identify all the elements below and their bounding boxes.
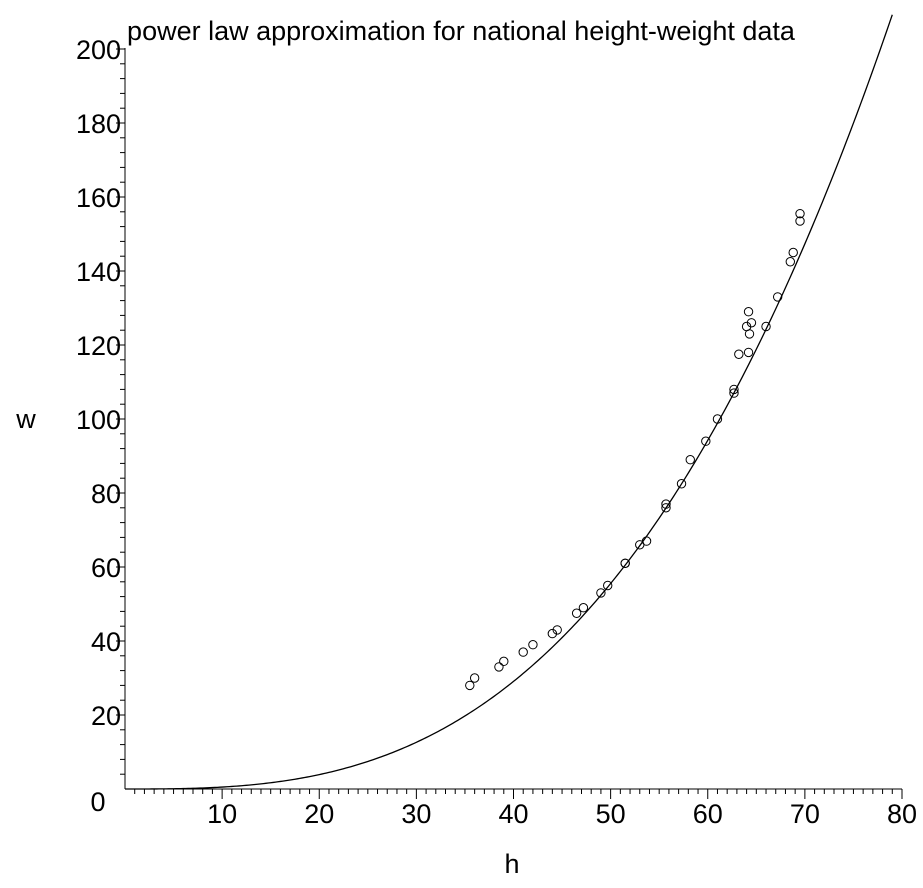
data-point <box>641 536 652 546</box>
x-tick-label: 30 <box>401 799 431 829</box>
data-point <box>729 388 739 398</box>
data-point <box>552 625 562 635</box>
data-point <box>788 247 798 258</box>
data-point <box>676 479 687 489</box>
data-point <box>795 208 805 219</box>
origin-label: 0 <box>90 787 105 817</box>
data-point <box>729 384 739 395</box>
x-tick-label: 80 <box>887 799 917 829</box>
data-point <box>499 656 509 667</box>
axis-ticks <box>116 48 903 799</box>
data-point <box>734 349 744 359</box>
x-tick-label: 60 <box>693 799 723 829</box>
data-point <box>743 347 754 358</box>
data-point <box>571 608 582 618</box>
y-tick-label: 140 <box>76 257 121 287</box>
data-point <box>761 321 771 332</box>
data-point <box>772 292 783 302</box>
y-tick-label: 80 <box>91 479 121 509</box>
data-point <box>528 640 538 650</box>
y-tick-label: 120 <box>76 331 121 361</box>
data-point <box>603 580 613 591</box>
data-point <box>661 503 671 513</box>
y-tick-label: 160 <box>76 183 121 213</box>
chart-title: power law approximation for national hei… <box>127 16 796 46</box>
x-tick-label: 10 <box>207 799 237 829</box>
data-point <box>494 662 504 672</box>
data-points <box>465 208 805 691</box>
x-tick-label: 20 <box>304 799 334 829</box>
tick-labels: 10 20 30 40 50 60 70 80 20 40 60 80 100 120 140 160 180 2… <box>76 35 917 829</box>
y-tick-label: 20 <box>91 701 121 731</box>
y-axis-label: w <box>15 404 36 434</box>
x-tick-label: 40 <box>498 799 528 829</box>
data-point <box>685 455 695 465</box>
data-point <box>518 647 528 657</box>
data-point <box>469 673 480 683</box>
y-tick-label: 100 <box>76 405 121 435</box>
y-tick-label: 180 <box>76 109 121 139</box>
data-point <box>620 558 630 568</box>
data-point <box>746 318 757 328</box>
x-axis-label: h <box>504 849 519 879</box>
y-tick-label: 200 <box>76 35 121 65</box>
x-tick-label: 50 <box>596 799 626 829</box>
data-point <box>596 588 606 598</box>
x-tick-label: 70 <box>790 799 820 829</box>
y-tick-label: 40 <box>91 627 121 657</box>
data-point <box>743 307 754 317</box>
data-point <box>701 436 711 446</box>
data-point <box>744 329 755 339</box>
data-point <box>661 499 671 509</box>
data-point <box>785 257 796 267</box>
data-point <box>795 216 805 226</box>
power-law-curve <box>125 14 893 790</box>
y-tick-label: 60 <box>91 553 121 583</box>
data-point <box>578 603 589 613</box>
data-point <box>465 680 475 691</box>
data-point <box>712 414 723 424</box>
